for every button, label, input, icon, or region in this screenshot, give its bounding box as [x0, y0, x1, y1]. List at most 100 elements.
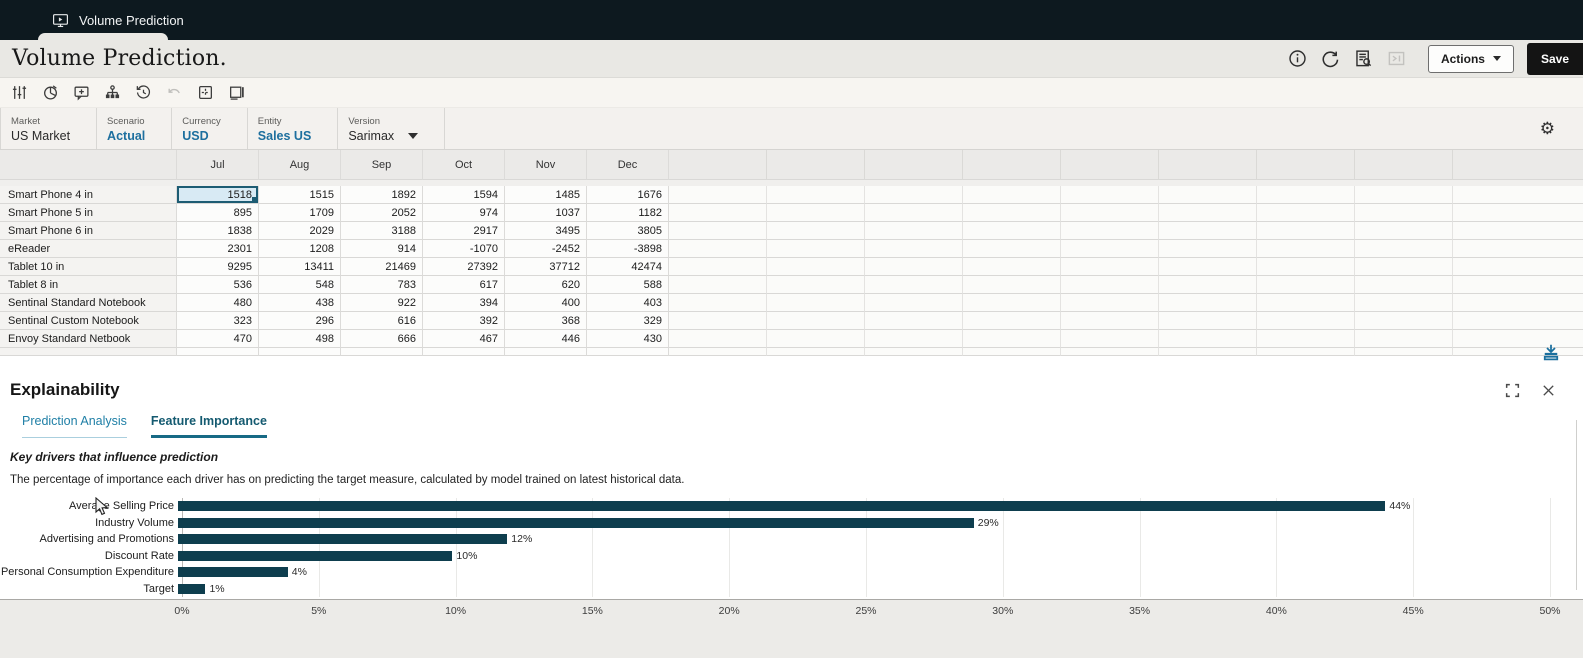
grid-column-header-jul[interactable]: Jul	[177, 150, 259, 180]
grid-cell[interactable]: 1208	[259, 240, 341, 258]
grid-cell[interactable]: 1485	[505, 186, 587, 204]
chart-bar[interactable]	[178, 583, 206, 594]
grid-cell[interactable]: 548	[259, 276, 341, 294]
grid-column-header-sep[interactable]: Sep	[341, 150, 423, 180]
grid-cell[interactable]: 329	[587, 312, 669, 330]
history-icon[interactable]	[134, 83, 153, 102]
grid-options-icon[interactable]	[196, 83, 215, 102]
grid-cell[interactable]: 37712	[505, 258, 587, 276]
grid-cell[interactable]: -2452	[505, 240, 587, 258]
grid-cell[interactable]: 296	[259, 312, 341, 330]
grid-cell[interactable]: 9295	[177, 258, 259, 276]
grid-cell[interactable]: 2301	[177, 240, 259, 258]
grid-row-header-envoy-standard-netbook[interactable]: Envoy Standard Netbook	[0, 330, 177, 348]
grid-cell[interactable]: 588	[587, 276, 669, 294]
dropdown-caret-icon[interactable]	[408, 132, 419, 139]
grid-cell[interactable]: 922	[341, 294, 423, 312]
grid-cell[interactable]: 1676	[587, 186, 669, 204]
pov-dimension-entity[interactable]: Entity Sales US	[246, 108, 338, 149]
grid-cell[interactable]: 3495	[505, 222, 587, 240]
grid-cell[interactable]: 394	[423, 294, 505, 312]
add-comment-icon[interactable]	[72, 83, 91, 102]
tab-feature-importance[interactable]: Feature Importance	[150, 414, 267, 438]
grid-column-header-nov[interactable]: Nov	[505, 150, 587, 180]
grid-cell[interactable]: 783	[341, 276, 423, 294]
grid-cell[interactable]: -1070	[423, 240, 505, 258]
grid-cell[interactable]: 1892	[341, 186, 423, 204]
grid-row-header-smart-phone-5-in[interactable]: Smart Phone 5 in	[0, 204, 177, 222]
grid-cell[interactable]: 480	[177, 294, 259, 312]
grid-cell[interactable]: 3805	[587, 222, 669, 240]
grid-cell[interactable]: 368	[505, 312, 587, 330]
grid-cell[interactable]: 430	[587, 330, 669, 348]
grid-cell[interactable]: 1838	[177, 222, 259, 240]
grid-cell[interactable]: 323	[177, 312, 259, 330]
grid-cell[interactable]: 1515	[259, 186, 341, 204]
adjust-sliders-icon[interactable]	[10, 83, 29, 102]
hierarchy-icon[interactable]	[103, 83, 122, 102]
analyze-pie-icon[interactable]	[41, 83, 60, 102]
grid-cell[interactable]: 895	[177, 204, 259, 222]
document-tab[interactable]: Volume Prediction	[38, 0, 198, 40]
grid-cell[interactable]: 616	[341, 312, 423, 330]
grid-cell[interactable]: 536	[177, 276, 259, 294]
grid-cell[interactable]: 498	[259, 330, 341, 348]
grid-column-header-aug[interactable]: Aug	[259, 150, 341, 180]
grid-cell[interactable]: 617	[423, 276, 505, 294]
refresh-icon[interactable]	[1321, 49, 1341, 69]
grid-column-header-oct[interactable]: Oct	[423, 150, 505, 180]
grid-cell[interactable]: 2052	[341, 204, 423, 222]
grid-cell[interactable]: 3188	[341, 222, 423, 240]
grid-row-header-ereader[interactable]: eReader	[0, 240, 177, 258]
download-tray-icon[interactable]	[1541, 342, 1561, 362]
grid-cell[interactable]: 400	[505, 294, 587, 312]
grid-row-header-sentinal-custom-notebook[interactable]: Sentinal Custom Notebook	[0, 312, 177, 330]
grid-row-header-tablet-10-in[interactable]: Tablet 10 in	[0, 258, 177, 276]
grid-cell[interactable]: 1037	[505, 204, 587, 222]
grid-cell[interactable]: 392	[423, 312, 505, 330]
pov-dimension-version[interactable]: Version Sarimax	[337, 108, 446, 149]
grid-cell[interactable]: 13411	[259, 258, 341, 276]
grid-cell[interactable]: 914	[341, 240, 423, 258]
grid-cell[interactable]: 21469	[341, 258, 423, 276]
fullscreen-icon[interactable]	[1503, 381, 1521, 399]
grid-cell[interactable]: 620	[505, 276, 587, 294]
grid-cell[interactable]: -3898	[587, 240, 669, 258]
pov-dimension-currency[interactable]: Currency USD	[171, 108, 247, 149]
settings-gear-icon[interactable]: ⚙	[1539, 118, 1555, 138]
grid-cell[interactable]: 1518	[177, 186, 259, 204]
save-button[interactable]: Save	[1526, 42, 1583, 75]
grid-cell[interactable]: 1594	[423, 186, 505, 204]
scrollbar-track[interactable]	[1576, 420, 1577, 590]
chart-bar[interactable]	[178, 550, 453, 561]
grid-cell[interactable]: 42474	[587, 258, 669, 276]
grid-cell[interactable]: 974	[423, 204, 505, 222]
chart-bar[interactable]	[178, 534, 508, 545]
grid-cell[interactable]: 403	[587, 294, 669, 312]
grid-cell[interactable]: 2917	[423, 222, 505, 240]
grid-cell[interactable]: 1709	[259, 204, 341, 222]
audit-log-icon[interactable]	[1354, 49, 1374, 69]
grid-row-header-sentinal-standard-notebook[interactable]: Sentinal Standard Notebook	[0, 294, 177, 312]
chart-bar[interactable]	[178, 501, 1386, 512]
grid-column-header-dec[interactable]: Dec	[587, 150, 669, 180]
grid-cell[interactable]: 1182	[587, 204, 669, 222]
pov-dimension-scenario[interactable]: Scenario Actual	[96, 108, 171, 149]
grid-row-header-smart-phone-6-in[interactable]: Smart Phone 6 in	[0, 222, 177, 240]
grid-cell[interactable]: 467	[423, 330, 505, 348]
grid-cell[interactable]: 470	[177, 330, 259, 348]
grid-cell[interactable]: 666	[341, 330, 423, 348]
info-icon[interactable]	[1288, 49, 1308, 69]
grid-row-header-tablet-8-in[interactable]: Tablet 8 in	[0, 276, 177, 294]
grid-cell[interactable]: 2029	[259, 222, 341, 240]
grid-cell[interactable]: 438	[259, 294, 341, 312]
chart-bar[interactable]	[178, 567, 288, 578]
freeze-pane-icon[interactable]	[227, 83, 246, 102]
actions-button[interactable]: Actions	[1427, 44, 1514, 73]
pov-dimension-market[interactable]: Market US Market	[0, 108, 96, 149]
tab-prediction-analysis[interactable]: Prediction Analysis	[22, 414, 127, 438]
grid-cell[interactable]: 27392	[423, 258, 505, 276]
close-icon[interactable]	[1539, 381, 1557, 399]
chart-bar[interactable]	[178, 517, 974, 528]
grid-cell[interactable]: 446	[505, 330, 587, 348]
